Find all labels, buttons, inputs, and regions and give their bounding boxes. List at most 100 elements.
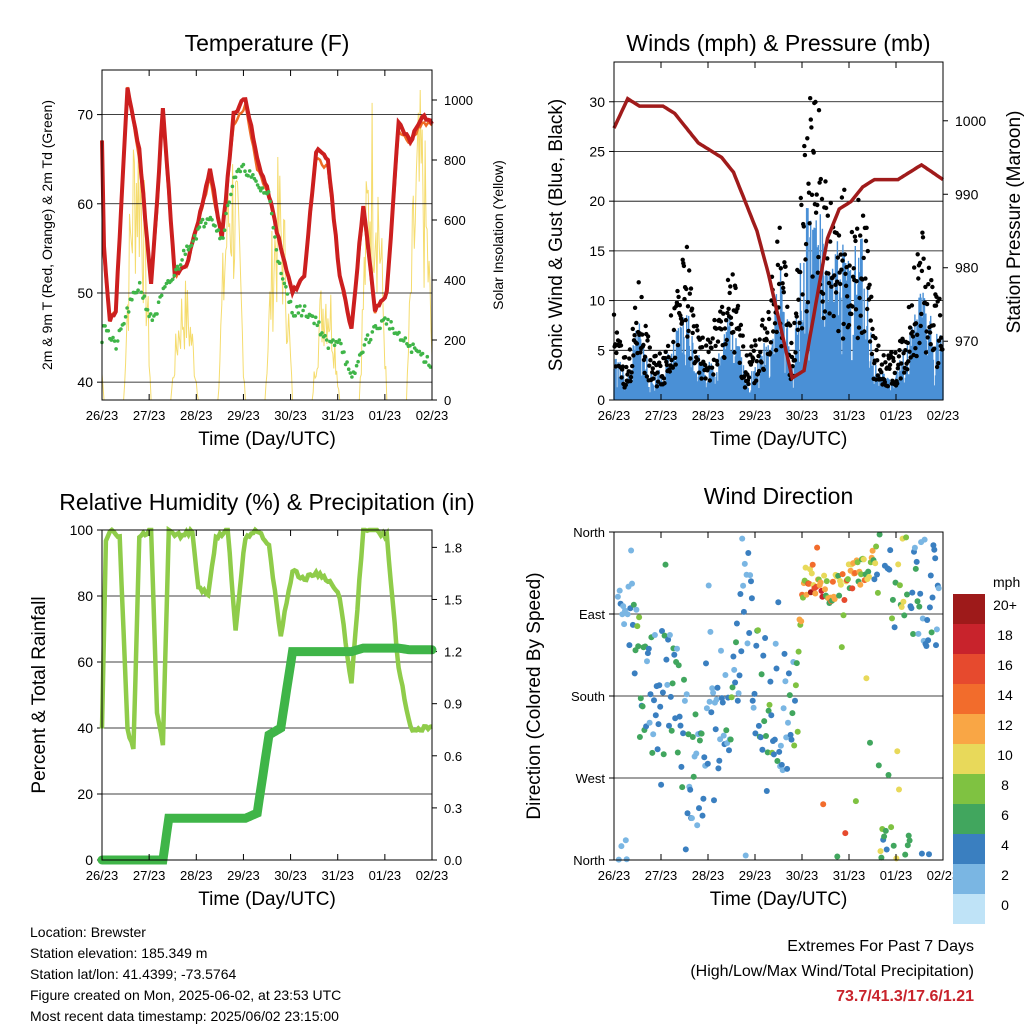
- wind-direction-point: [681, 676, 687, 683]
- wind-direction-point: [792, 697, 798, 704]
- wind-direction-point: [755, 627, 761, 634]
- gust-point: [838, 252, 843, 257]
- wind-direction-point: [693, 750, 700, 757]
- total-rainfall-line: [97, 643, 437, 865]
- legend-swatch: [953, 624, 985, 654]
- wind-direction-point: [636, 734, 643, 740]
- gust-point: [629, 370, 634, 375]
- wind-direction-point: [720, 732, 727, 739]
- wind-direction-point: [924, 617, 931, 623]
- gust-point: [627, 347, 633, 352]
- legend-swatch: [953, 654, 985, 684]
- gust-point: [783, 264, 788, 269]
- wind-direction-point: [711, 797, 717, 804]
- wind-direction-point: [932, 555, 939, 562]
- gust-point: [738, 322, 744, 328]
- wind-direction-point: [902, 851, 909, 858]
- gust-point: [849, 229, 855, 235]
- wind-direction-point: [873, 543, 880, 550]
- wind-direction-point: [716, 757, 723, 764]
- gust-point: [688, 286, 694, 291]
- wind-direction-point: [687, 786, 694, 793]
- legend-swatch: [953, 864, 985, 894]
- humidity-ytick-label: 60: [77, 654, 93, 670]
- gust-point: [855, 335, 860, 341]
- gust-point: [870, 326, 875, 332]
- gust-point: [703, 376, 708, 381]
- wind-direction-point: [881, 833, 888, 840]
- gust-point: [783, 272, 789, 278]
- gust-point: [794, 314, 799, 319]
- wind-direction-point: [690, 773, 697, 780]
- gust-point: [896, 354, 902, 359]
- gust-point: [852, 234, 858, 239]
- gust-point: [699, 345, 705, 350]
- wind-direction-point: [749, 697, 756, 704]
- gust-point: [828, 200, 833, 206]
- wind-direction-point: [742, 852, 749, 859]
- gust-point: [795, 327, 801, 332]
- gust-point: [923, 350, 929, 355]
- wind-direction-point: [736, 672, 743, 679]
- wind-direction-point: [699, 812, 706, 819]
- wind-direction-point: [839, 571, 846, 578]
- gust-point: [826, 280, 832, 286]
- gust-point: [746, 381, 751, 387]
- wind-direction-point: [748, 578, 754, 585]
- wind-direction-point: [837, 581, 844, 588]
- gust-point: [798, 269, 803, 275]
- wind-direction-point: [718, 647, 724, 654]
- gust-point: [862, 329, 867, 334]
- dewpoint-point: [155, 312, 159, 316]
- wind-direction-point: [728, 694, 735, 701]
- gust-point: [731, 329, 736, 335]
- winds-xtick-label: 26/23: [598, 408, 631, 423]
- wind-direction-point: [823, 578, 830, 585]
- station-pressure-line: [612, 96, 945, 381]
- gust-point: [840, 336, 846, 341]
- gust-point: [671, 327, 677, 333]
- dewpoint-point: [186, 247, 191, 252]
- wind-direction-point: [789, 710, 796, 717]
- gust-point: [749, 344, 754, 349]
- gust-point: [920, 235, 926, 240]
- dewpoint-point: [251, 173, 255, 177]
- winds-ylabel-right: Station Pressure (Maroon): [1004, 111, 1024, 334]
- gust-point: [845, 294, 850, 299]
- dewpoint-point: [367, 340, 371, 345]
- dewpoint-point: [230, 184, 235, 189]
- gust-point: [809, 192, 815, 197]
- wind-direction-point: [891, 624, 898, 631]
- wind-direction-point: [771, 736, 778, 743]
- gust-point: [875, 358, 880, 363]
- gust-point: [735, 303, 741, 309]
- gust-point: [898, 376, 903, 381]
- wind-direction-point: [668, 727, 675, 734]
- dewpoint-point: [181, 248, 186, 253]
- gust-point: [752, 338, 758, 343]
- humidity-xtick-label: 02/23: [416, 868, 449, 883]
- wind-direction-point: [841, 597, 848, 603]
- gust-point: [805, 136, 810, 141]
- winds-xtick-label: 27/23: [645, 408, 678, 423]
- wind-direction-point: [663, 656, 670, 663]
- wind-direction-point: [692, 711, 699, 718]
- gust-point: [858, 313, 863, 318]
- dewpoint-point: [142, 294, 147, 298]
- gust-point: [758, 349, 763, 355]
- gust-point: [665, 343, 671, 349]
- humidity-y2tick-label: 1.2: [444, 645, 462, 660]
- extremes-box: Extremes For Past 7 Days (High/Low/Max W…: [690, 934, 974, 1009]
- wind-direction-point: [786, 692, 793, 699]
- gust-point: [700, 335, 705, 340]
- temp-2m-line: [100, 87, 434, 330]
- dewpoint-point: [227, 200, 232, 204]
- wind-direction-point: [629, 580, 635, 587]
- gust-point: [690, 330, 695, 336]
- gust-point: [623, 355, 628, 360]
- gust-point: [759, 360, 764, 365]
- legend-label: 6: [1001, 807, 1009, 823]
- wind-direction-point: [928, 629, 935, 636]
- gust-point: [785, 304, 790, 309]
- gust-point: [713, 343, 718, 349]
